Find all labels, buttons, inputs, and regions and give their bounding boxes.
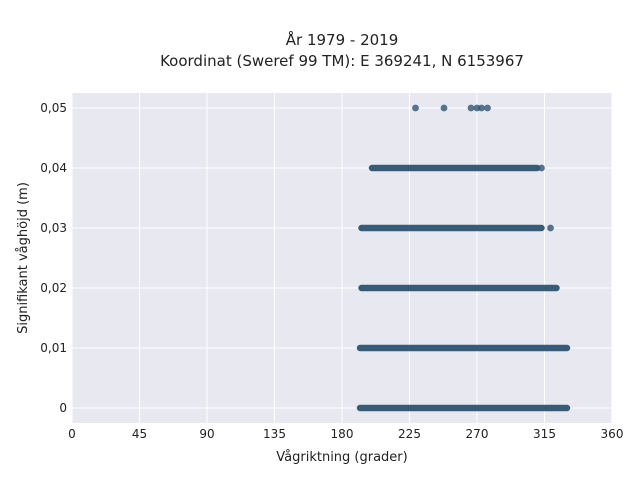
data-point-7 xyxy=(538,164,545,172)
y-tick-label-3: 0,03 xyxy=(40,221,67,235)
x-tick-label-0: 0 xyxy=(68,427,76,441)
y-axis-label: Signifikant våghöjd (m) xyxy=(16,182,31,334)
x-tick-label-7: 315 xyxy=(533,427,556,441)
data-bands xyxy=(356,164,571,412)
x-axis-ticks: 0 45 90 135 180 225 270 315 360 xyxy=(68,427,623,441)
data-point-6 xyxy=(547,224,554,232)
chart-title-line-2: Koordinat (Sweref 99 TM): E 369241, N 61… xyxy=(160,52,524,70)
x-tick-label-6: 270 xyxy=(466,427,489,441)
x-axis-label: Vågriktning (grader) xyxy=(276,450,407,465)
data-point-4 xyxy=(478,104,485,112)
data-point-2 xyxy=(467,104,475,112)
x-tick-label-4: 180 xyxy=(331,427,354,441)
x-tick-label-2: 90 xyxy=(199,427,214,441)
data-point-1 xyxy=(440,104,448,112)
y-tick-label-0: 0 xyxy=(59,401,67,415)
y-tick-label-1: 0,01 xyxy=(40,341,67,355)
data-points xyxy=(412,104,554,232)
x-tick-label-1: 45 xyxy=(132,427,147,441)
y-tick-label-4: 0,04 xyxy=(40,161,67,175)
y-axis-ticks: 0 0,01 0,02 0,03 0,04 0,05 xyxy=(40,101,67,415)
x-tick-label-3: 135 xyxy=(263,427,286,441)
y-tick-label-5: 0,05 xyxy=(40,101,67,115)
data-point-0 xyxy=(412,104,419,112)
x-tick-label-5: 225 xyxy=(398,427,421,441)
data-point-5 xyxy=(484,104,491,112)
y-tick-label-2: 0,02 xyxy=(40,281,67,295)
chart-title-line-1: År 1979 - 2019 xyxy=(286,30,399,49)
x-tick-label-8: 360 xyxy=(601,427,624,441)
